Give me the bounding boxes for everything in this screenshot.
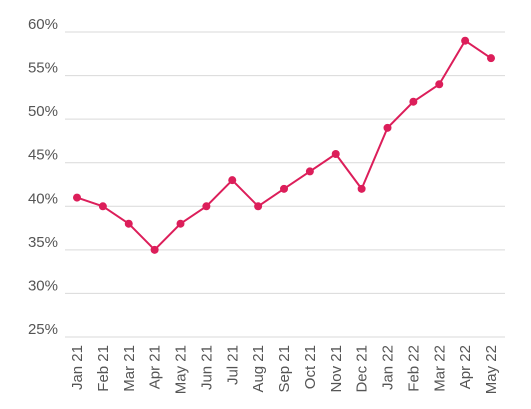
x-tick-label: Aug 21 — [250, 345, 267, 393]
x-tick-label: May 22 — [483, 345, 500, 394]
y-axis-ticks: 25% 30% 35% 40% 45% 50% 55% 60% — [28, 16, 58, 338]
x-tick-label: Feb 22 — [405, 345, 422, 392]
data-point — [73, 193, 81, 202]
x-tick-label: Mar 22 — [431, 345, 448, 392]
y-tick-label: 50% — [28, 103, 58, 120]
y-tick-label: 55% — [28, 60, 58, 77]
x-tick-label: Dec 21 — [354, 345, 371, 393]
data-point — [124, 219, 133, 228]
y-tick-label: 45% — [28, 147, 58, 164]
x-tick-label: Apr 22 — [457, 345, 474, 389]
x-tick-label: Jul 21 — [224, 345, 241, 385]
data-point — [487, 54, 495, 63]
series — [73, 36, 495, 254]
series-line — [76, 39, 492, 251]
x-tick-label: Apr 21 — [147, 345, 164, 389]
data-point — [409, 97, 418, 106]
data-point — [305, 167, 314, 176]
x-axis-ticks: Jan 21 Feb 21 Mar 21 Apr 21 May 21 Jun 21 Jul … — [69, 345, 500, 394]
data-point — [202, 202, 211, 211]
data-point — [383, 123, 392, 132]
x-tick-label: Oct 21 — [302, 345, 319, 389]
x-tick-label: Jan 21 — [69, 345, 86, 390]
y-tick-label: 60% — [28, 16, 58, 33]
x-tick-label: Nov 21 — [328, 345, 345, 393]
data-point — [435, 80, 444, 89]
data-point — [357, 184, 366, 193]
x-tick-label: Sep 21 — [276, 345, 293, 393]
data-point — [228, 176, 237, 185]
y-tick-label: 30% — [28, 277, 58, 294]
x-tick-label: Mar 21 — [121, 345, 138, 392]
y-tick-label: 40% — [28, 190, 58, 207]
x-tick-label: May 21 — [173, 345, 190, 394]
data-point — [280, 184, 288, 193]
data-point — [331, 150, 340, 158]
gridlines — [65, 31, 505, 338]
data-point — [254, 202, 263, 211]
x-tick-label: Jan 22 — [380, 345, 397, 390]
x-tick-label: Feb 21 — [95, 345, 112, 392]
data-point — [176, 219, 185, 228]
y-tick-label: 25% — [28, 321, 58, 338]
x-tick-label: Jun 21 — [198, 345, 215, 390]
data-point — [461, 36, 470, 45]
data-point — [98, 202, 107, 211]
data-point — [150, 245, 159, 254]
y-tick-label: 35% — [28, 234, 58, 251]
